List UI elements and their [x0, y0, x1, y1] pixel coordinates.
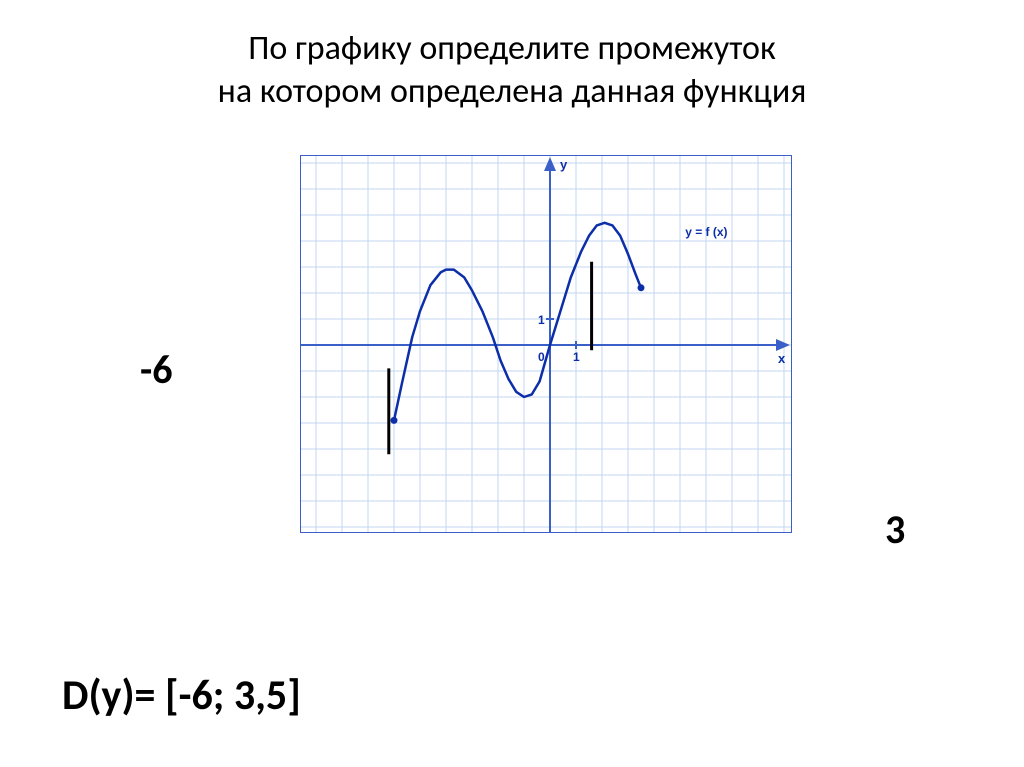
title-line-1: По графику определите промежуток: [248, 28, 775, 69]
svg-text:y: y: [560, 157, 568, 172]
title-line-2: на котором определена данная функция: [218, 71, 807, 112]
svg-text:x: x: [778, 351, 786, 366]
right-value-label: 3: [885, 505, 905, 554]
svg-text:1: 1: [538, 313, 545, 327]
answer-text: D(y)= [-6; 3,5]: [62, 670, 301, 721]
left-value-label: -6: [140, 345, 173, 394]
function-chart: 011xyy = f (x): [300, 155, 792, 533]
page-title: По графику определите промежуток на кото…: [0, 0, 1024, 113]
svg-text:y = f (x): y = f (x): [685, 225, 727, 239]
chart-svg: 011xyy = f (x): [300, 155, 792, 533]
svg-text:1: 1: [573, 350, 580, 364]
